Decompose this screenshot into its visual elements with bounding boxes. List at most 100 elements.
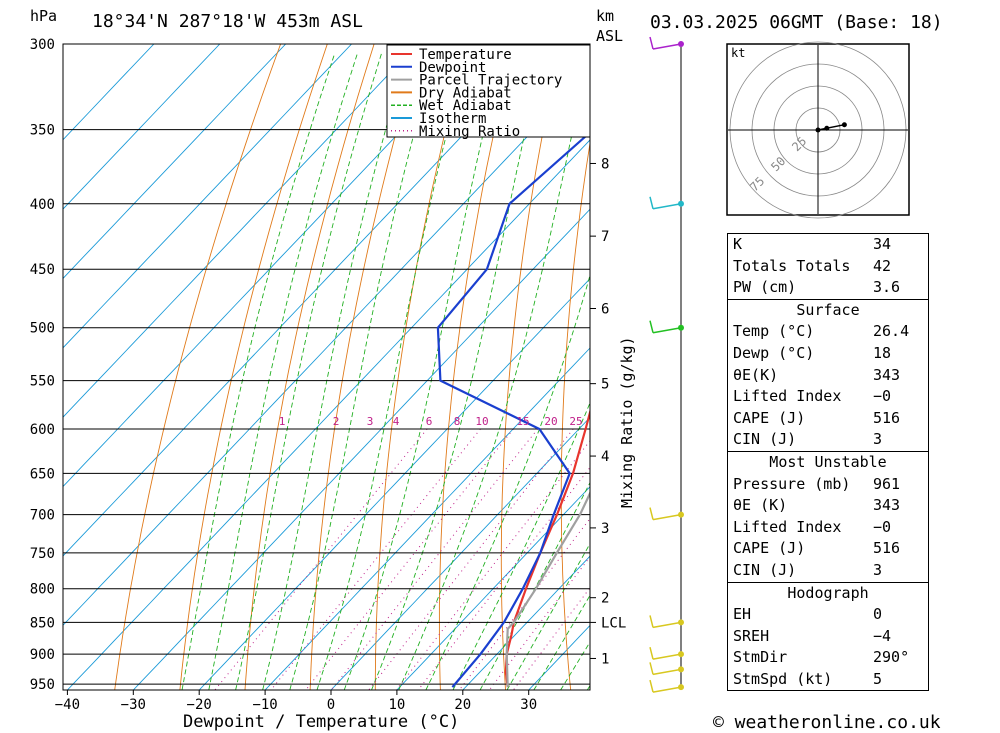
index-value: 516 xyxy=(873,539,901,558)
surface-title: Surface xyxy=(796,300,860,319)
wind-barb-staff xyxy=(652,668,682,676)
hpa-label: hPa xyxy=(30,7,57,25)
indices-surface: Temp (°C) 26.4 Dewp (°C) 18 θE(K) 343 Lifted I… xyxy=(728,321,928,451)
wet-adiabat-line xyxy=(208,53,358,690)
wet-adiabat-line xyxy=(452,401,590,690)
index-row: CIN (J) 3 xyxy=(728,560,928,582)
wind-barb-feather xyxy=(649,36,654,50)
index-label: Totals Totals xyxy=(733,256,851,275)
wind-barb-feather xyxy=(649,679,654,693)
mixing-ratio-label: 10 xyxy=(475,415,488,428)
wind-barb xyxy=(649,615,682,629)
mixing-ratio-label: 15 xyxy=(516,415,529,428)
dry-adiabat-line xyxy=(934,44,1000,690)
index-value: 34 xyxy=(873,235,892,253)
km-tick-label: 7 xyxy=(601,229,609,245)
dry-adiabat-line xyxy=(309,44,422,690)
index-label: StmDir xyxy=(733,648,788,667)
hodograph-point xyxy=(824,125,830,131)
index-label: Pressure (mb) xyxy=(733,474,851,493)
km-label: km xyxy=(596,7,614,25)
wind-barb-staff xyxy=(652,686,682,693)
pressure-tick-label: 400 xyxy=(30,197,55,213)
index-row: CIN (J) 3 xyxy=(728,429,928,451)
pressure-tick-label: 650 xyxy=(30,466,55,482)
legend-label: Wet Adiabat xyxy=(419,98,512,114)
mixing-ratio-line xyxy=(214,428,428,690)
hodograph-unit-label: kt xyxy=(731,46,745,60)
pressure-tick-label: 350 xyxy=(30,123,55,139)
wind-barb-staff xyxy=(652,326,682,334)
index-label: StmSpd (kt) xyxy=(733,669,833,688)
mixing-ratio-line xyxy=(395,440,590,690)
mixing-ratio-label: 8 xyxy=(454,415,461,428)
wind-barb-staff xyxy=(652,43,682,50)
mixing-ratio-label: 1 xyxy=(279,415,286,428)
pressure-tick-label: 300 xyxy=(30,37,55,53)
plot-area xyxy=(63,44,1000,690)
index-row: Temp (°C) 26.4 xyxy=(728,321,928,343)
x-tick-label: 10 xyxy=(388,697,405,713)
isotherm-line xyxy=(198,278,590,690)
index-value: 3 xyxy=(873,560,883,579)
hodograph-point xyxy=(841,122,847,128)
asl-label: ASL xyxy=(596,27,623,45)
wet-adiabat-line xyxy=(371,53,544,690)
wet-adiabat-line xyxy=(343,53,504,690)
dry-adiabat-line xyxy=(244,44,375,690)
x-tick-label: −10 xyxy=(252,697,277,713)
index-label: Temp (°C) xyxy=(733,322,815,341)
km-tick-label: LCL xyxy=(601,615,626,631)
wind-profile xyxy=(649,36,684,693)
pressure-tick-label: 850 xyxy=(30,615,55,631)
pressure-tick-label: 700 xyxy=(30,508,55,524)
pressure-tick-label: 450 xyxy=(30,262,55,278)
mixing-ratio-label: 6 xyxy=(426,415,433,428)
wind-barb xyxy=(649,196,682,210)
mixing-ratio-line xyxy=(368,428,574,690)
wind-barb xyxy=(649,662,682,676)
km-tick-label: 4 xyxy=(601,449,609,465)
index-value: 42 xyxy=(873,256,892,275)
index-label: Lifted Index xyxy=(733,387,842,406)
index-row: θE (K) 343 xyxy=(728,495,928,517)
wind-barb-staff xyxy=(652,513,682,521)
index-value: 26.4 xyxy=(873,322,910,341)
wet-adiabat-line xyxy=(425,273,590,690)
km-tick-label: 5 xyxy=(601,377,609,393)
x-tick-label: 20 xyxy=(454,697,471,713)
wet-adiabat-line xyxy=(181,53,336,690)
index-label: CAPE (J) xyxy=(733,408,806,427)
wind-barb-staff xyxy=(652,203,682,210)
legend-box xyxy=(386,44,591,138)
isotherm-line xyxy=(67,139,590,690)
index-value: −4 xyxy=(873,626,892,645)
mixing-ratio-label: 2 xyxy=(333,415,340,428)
index-value: 3 xyxy=(873,430,883,449)
km-tick-label: 1 xyxy=(601,651,609,667)
footer-credit: © weatheronline.co.uk xyxy=(713,712,941,733)
x-tick-label: −20 xyxy=(187,697,212,713)
km-tick-label: 2 xyxy=(601,591,609,607)
hodograph-title: Hodograph xyxy=(787,583,869,602)
wet-adiabat-line xyxy=(235,53,383,690)
index-value: 5 xyxy=(873,669,883,688)
wind-barb xyxy=(649,679,682,693)
dry-adiabat-line xyxy=(374,44,468,690)
wet-adiabat-line xyxy=(398,53,590,690)
index-label: K xyxy=(733,235,743,253)
index-row: Lifted Index −0 xyxy=(728,517,928,539)
legend-label: Isotherm xyxy=(419,111,486,127)
mixing-ratio-label: 20 xyxy=(544,415,557,428)
x-tick-label: −30 xyxy=(121,697,146,713)
index-row: EH 0 xyxy=(728,604,928,626)
isotherm-line xyxy=(63,44,352,349)
wind-barb-feather xyxy=(649,646,654,660)
axes: 1 2 3 4 6 8 10 15 20 2530035040045050055060065070… xyxy=(30,37,627,713)
mixing-ratio-axis-title: Mixing Ratio (g/kg) xyxy=(618,336,636,508)
km-tick-label: 6 xyxy=(601,301,609,317)
index-value: 961 xyxy=(873,474,901,493)
